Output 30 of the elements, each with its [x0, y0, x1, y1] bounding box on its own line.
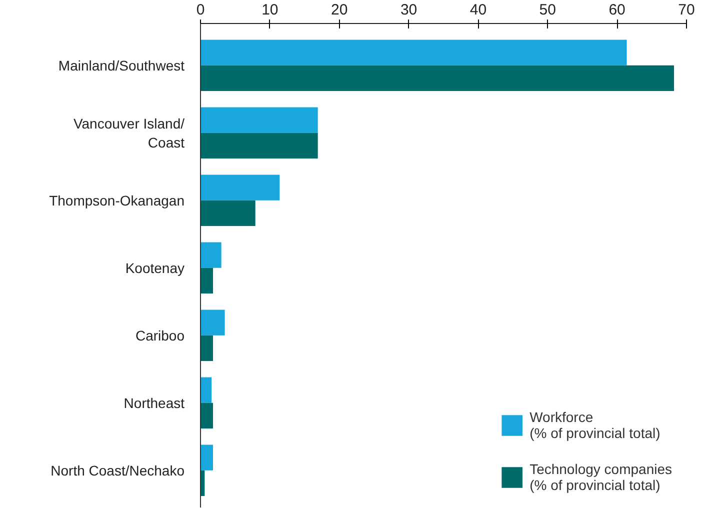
y-tick-label: Kootenay [125, 260, 185, 276]
bar [200, 132, 318, 159]
bar [200, 377, 212, 403]
x-tick-label: 60 [608, 2, 626, 18]
legend-label: Workforce (% of provincial total) [530, 409, 660, 441]
x-tick-label: 50 [539, 2, 556, 18]
x-tick-label: 40 [470, 2, 487, 18]
bar [200, 242, 222, 268]
x-tick-label: 70 [678, 2, 695, 18]
y-tick-label: Northeast [124, 394, 185, 411]
bar [200, 174, 280, 200]
bar [200, 40, 627, 66]
bar [200, 402, 213, 429]
y-tick-label: Vancouver Island/ Coast [73, 115, 185, 150]
bar [200, 268, 213, 294]
bar [200, 107, 318, 133]
legend-label: Technology companies (% of provincial total) [530, 461, 672, 493]
bar [200, 310, 225, 336]
bar [200, 65, 674, 92]
bar [200, 335, 213, 362]
x-tick-label: 20 [331, 2, 348, 18]
x-tick-label: 0 [196, 2, 205, 18]
bar [200, 200, 256, 226]
y-tick-label: North Coast/Nechako [50, 462, 185, 478]
x-tick-label: 30 [400, 2, 418, 18]
bar [200, 444, 213, 470]
y-tick-label: Thompson-Okanagan [49, 192, 185, 208]
y-tick-label: Cariboo [135, 327, 185, 344]
x-tick-label: 10 [262, 2, 278, 18]
y-tick-label: Mainland/Southwest [58, 57, 185, 74]
